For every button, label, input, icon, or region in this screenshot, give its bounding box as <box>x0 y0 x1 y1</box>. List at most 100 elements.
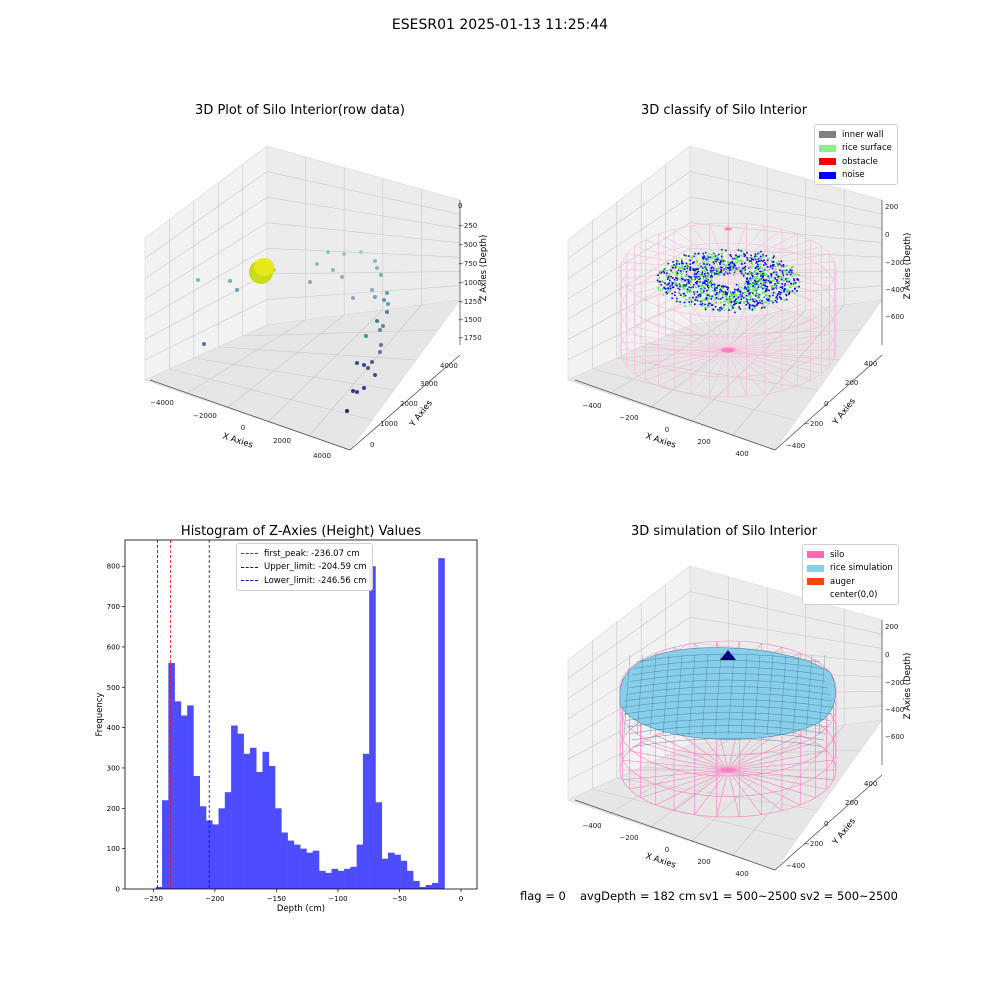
cls-zlabel: Z Axies (Depth) <box>903 233 913 300</box>
raw-ztick: −500 <box>458 241 477 249</box>
rice-simulation-surface <box>619 647 836 773</box>
legend-swatch-rice-simulation <box>807 564 824 572</box>
histogram-bar <box>218 808 226 889</box>
histogram-ylabel: Frequency <box>95 693 105 737</box>
cls-ytick: 200 <box>845 379 858 387</box>
histogram-yticks: 0 100 200 300 400 500 600 700 800 <box>107 563 125 894</box>
legend-swatch-auger <box>807 578 824 586</box>
status-avg-depth: avgDepth = 182 cm <box>580 889 697 903</box>
sim-ytick: −200 <box>804 840 823 848</box>
legend-swatch-inner-wall <box>819 131 836 139</box>
cls-ytick: −200 <box>804 420 823 428</box>
classify-3d-plot: −400 −200 0 200 400 −400 −200 0 200 400 … <box>567 145 913 458</box>
histogram-bar <box>199 806 207 889</box>
histogram-frame <box>124 539 478 890</box>
sim-ztick: −400 <box>885 706 904 714</box>
legend-line-lower-limit <box>241 580 258 582</box>
histogram-bar <box>268 765 276 889</box>
raw-ztick: −1250 <box>458 298 482 306</box>
histogram-bar <box>388 852 395 889</box>
histogram-chart: −250 −200 −150 −100 −50 0 0 100 200 300 400 500 600… <box>95 539 478 914</box>
histogram-bar <box>394 854 401 889</box>
histogram-bar <box>224 792 232 889</box>
legend-label: Upper_limit: -204.59 cm <box>264 562 367 573</box>
legend-label: rice simulation <box>830 563 893 574</box>
raw-3d-plot: −4000 −2000 0 2000 4000 0 1000 2000 3000… <box>144 145 489 460</box>
histogram-bar <box>381 858 389 889</box>
ytick-label: 600 <box>107 643 120 651</box>
raw-points <box>196 250 390 413</box>
raw-xlabel: X Axies <box>221 431 254 450</box>
histogram-bar <box>400 860 408 889</box>
raw-ztick: −1000 <box>458 279 482 287</box>
raw-plot-title: 3D Plot of Silo Interior(row data) <box>195 103 405 118</box>
sim-xtick: −200 <box>619 834 638 842</box>
ytick-label: 800 <box>107 563 120 571</box>
histogram-bar <box>162 800 169 889</box>
legend-swatch-rice-surface <box>819 144 836 152</box>
raw-ztick: 0 <box>458 202 462 210</box>
cls-ytick: 400 <box>864 360 877 368</box>
legend-swatch-obstacle <box>819 158 836 166</box>
histogram-bar <box>375 802 383 889</box>
raw-ytick: 1000 <box>380 420 398 428</box>
cls-xtick: −200 <box>619 414 638 422</box>
ytick-label: 500 <box>107 684 120 692</box>
histogram-bar <box>205 820 213 889</box>
status-sv1: sv1 = 500~2500 <box>699 889 797 903</box>
sim-xtick: −400 <box>582 822 601 830</box>
histogram-reference-lines <box>157 540 210 889</box>
sim-ytick: 400 <box>864 780 877 788</box>
histogram-bar <box>344 868 351 889</box>
histogram-bar <box>406 870 414 889</box>
legend-label: obstacle <box>842 156 878 167</box>
histogram-bar <box>256 771 263 889</box>
histogram-bar <box>331 868 339 889</box>
histogram-bar <box>306 852 313 889</box>
xtick-label: −200 <box>205 895 224 903</box>
raw-ztick: −250 <box>458 222 477 230</box>
raw-zlabel: Z Axies (Depth) <box>479 235 489 302</box>
status-sv2: sv2 = 500~2500 <box>800 889 898 903</box>
raw-xtick: 0 <box>241 424 245 432</box>
histogram-bar <box>293 844 301 889</box>
classified-points <box>656 227 801 353</box>
legend-label: center(0,0) <box>830 590 878 601</box>
histogram-bar <box>337 870 345 889</box>
cls-ylabel: Y Axies <box>830 396 858 428</box>
histogram-bar <box>237 733 244 889</box>
sim-ytick: 200 <box>845 799 858 807</box>
xtick-label: 0 <box>459 895 463 903</box>
sim-xtick: 0 <box>665 846 669 854</box>
histogram-bar <box>155 886 163 889</box>
cls-xtick: 200 <box>697 438 710 446</box>
ytick-label: 300 <box>107 764 120 772</box>
histogram-bar <box>249 747 257 889</box>
ytick-label: 0 <box>116 886 120 894</box>
sim-ztick: 0 <box>885 651 889 659</box>
ytick-label: 400 <box>107 724 120 732</box>
cls-ztick: −200 <box>885 259 904 267</box>
raw-grid <box>144 156 461 437</box>
histogram-bar <box>287 840 295 889</box>
raw-ytick: 4000 <box>440 362 458 370</box>
histogram-bar <box>193 776 201 889</box>
sim-ytick: −400 <box>786 862 805 870</box>
legend-label: first_peak: -236.07 cm <box>264 548 360 559</box>
raw-xtick: −4000 <box>150 399 174 407</box>
raw-ztick: −750 <box>458 260 477 268</box>
classify-legend: inner wall rice surface obstacle noise <box>814 124 898 185</box>
cls-ytick: −400 <box>786 442 805 450</box>
raw-ztick: −1750 <box>458 334 482 342</box>
simulation-3d-plot: −400 −200 0 200 400 −400 −200 0 200 400 … <box>567 565 913 878</box>
histogram-bar <box>325 872 332 889</box>
xtick-label: −250 <box>144 895 163 903</box>
cls-ztick: −400 <box>885 286 904 294</box>
histogram-bar <box>425 884 433 889</box>
legend-swatch-silo <box>807 551 824 559</box>
histogram-bar <box>350 866 357 889</box>
histogram-bar <box>180 715 188 889</box>
legend-label: rice surface <box>842 143 892 154</box>
figure-title: ESESR01 2025-01-13 11:25:44 <box>391 17 609 33</box>
cls-ytick: 0 <box>824 400 828 408</box>
